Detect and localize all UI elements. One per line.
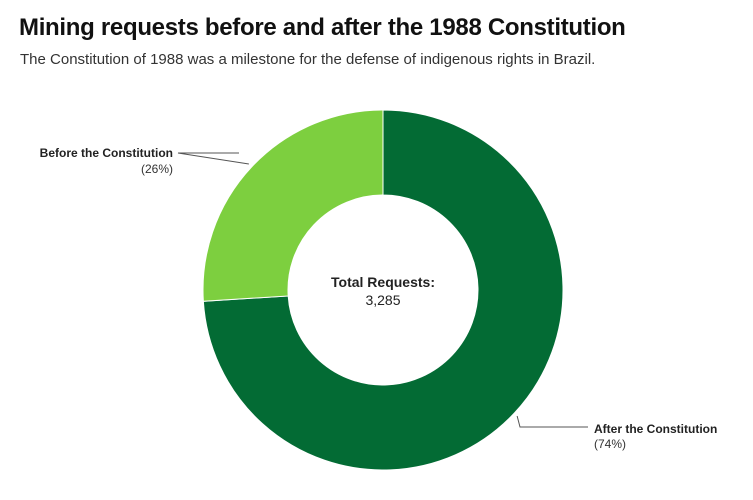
- slice-before: [202, 109, 384, 302]
- leader-lines: [177, 152, 588, 428]
- slice-label-before-percent: (26%): [141, 162, 173, 176]
- chart-subtitle: The Constitution of 1988 was a milestone…: [20, 51, 596, 68]
- donut-slices: [202, 109, 564, 471]
- slice-after-leader-line: [516, 415, 588, 428]
- center-total-label: Total Requests:: [331, 274, 435, 290]
- slice-label-before: Before the Constitution (26%): [40, 146, 173, 176]
- slice-label-after-percent: (74%): [594, 437, 626, 451]
- center-total-value: 3,285: [365, 292, 400, 308]
- slice-before-leader-line: [177, 152, 249, 165]
- slice-label-before-name: Before the Constitution: [40, 146, 173, 160]
- chart-title: Mining requests before and after the 198…: [19, 14, 626, 41]
- slice-after: [202, 109, 564, 471]
- slice-label-after-name: After the Constitution: [594, 422, 717, 436]
- slice-label-after: After the Constitution (74%): [594, 422, 717, 451]
